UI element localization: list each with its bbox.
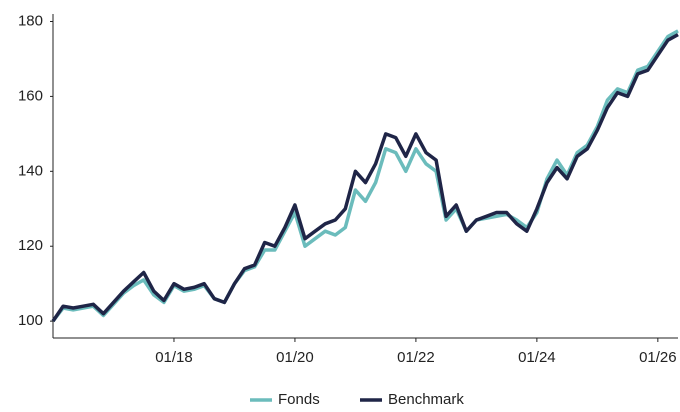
- y-tick-label: 120: [18, 237, 43, 254]
- x-tick-label: 01/20: [276, 349, 314, 366]
- x-tick-label: 01/18: [155, 349, 193, 366]
- legend-label: Fonds: [278, 391, 320, 407]
- y-tick-label: 160: [18, 87, 43, 104]
- x-tick-label: 01/26: [639, 349, 677, 366]
- x-tick-label: 01/22: [397, 349, 435, 366]
- x-tick-label: 01/24: [518, 349, 556, 366]
- series-line: [51, 33, 679, 323]
- y-tick-label: 100: [18, 312, 43, 329]
- y-tick-label: 140: [18, 162, 43, 179]
- legend-label: Benchmark: [388, 391, 464, 407]
- y-tick-label: 180: [18, 12, 43, 29]
